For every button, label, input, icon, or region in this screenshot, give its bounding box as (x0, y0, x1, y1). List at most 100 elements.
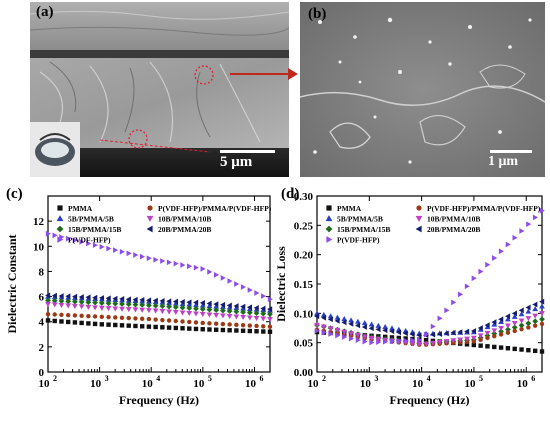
data-point (240, 323, 246, 328)
data-point (518, 318, 525, 324)
legend-marker (416, 205, 422, 211)
data-point (58, 293, 64, 299)
data-point (139, 316, 145, 321)
data-point (498, 316, 504, 323)
data-point (172, 304, 179, 311)
data-point (153, 324, 158, 330)
y-tick-label: 12 (33, 216, 45, 228)
data-point (525, 316, 532, 322)
data-point (86, 321, 91, 326)
legend-marker (57, 236, 64, 243)
data-point (539, 298, 545, 305)
data-point (505, 330, 511, 335)
data-point (464, 339, 470, 345)
data-point (369, 339, 375, 346)
data-point (92, 305, 98, 311)
data-point (132, 296, 138, 303)
data-point (65, 312, 71, 318)
data-point (511, 321, 518, 327)
data-point (361, 320, 368, 326)
y-tick-label: 4 (39, 317, 45, 329)
data-point (396, 338, 402, 344)
x-tick-exponent: 2 (53, 374, 57, 383)
data-point (213, 272, 220, 278)
data-point (240, 314, 246, 321)
data-point (59, 312, 64, 318)
data-point (240, 303, 246, 310)
data-point (484, 322, 490, 328)
data-point (92, 242, 98, 249)
data-point (314, 328, 320, 334)
data-point (410, 337, 416, 344)
legend-marker (325, 225, 333, 233)
data-point (403, 336, 408, 341)
data-point (498, 318, 504, 325)
data-point (226, 308, 233, 315)
data-point (146, 324, 152, 329)
data-point (153, 317, 158, 322)
data-point (314, 313, 320, 320)
data-point (51, 297, 58, 304)
data-point (430, 323, 436, 330)
data-point (450, 329, 456, 336)
panel-b-label: (b) (308, 6, 327, 22)
data-point (166, 259, 172, 266)
data-point (152, 297, 158, 304)
data-point (78, 294, 84, 300)
data-point (193, 311, 199, 317)
data-point (132, 301, 139, 308)
data-point (159, 309, 166, 315)
data-point (409, 331, 415, 338)
data-point (166, 325, 172, 330)
data-point (173, 318, 179, 324)
data-point (119, 248, 125, 255)
y-axis-label: Dielectric Constant (5, 235, 19, 334)
data-point (105, 295, 111, 302)
data-point (72, 313, 78, 318)
data-point (491, 328, 498, 334)
data-point (227, 328, 232, 333)
legend-marker (57, 205, 63, 211)
data-point (220, 327, 226, 333)
data-point (261, 293, 267, 299)
data-point (233, 303, 239, 309)
chart-panel-c: (c) 0 2 4 6 8 10 12 10 2 10 3 10 4 10 5 10 6 Frequency (Hz… (0, 180, 285, 417)
data-point (362, 338, 368, 345)
plot-frame (47, 195, 271, 373)
data-point (389, 328, 395, 335)
sem-image-b (300, 2, 545, 177)
data-point (146, 316, 152, 322)
data-point (327, 326, 334, 332)
x-axis-label: Frequency (Hz) (389, 393, 469, 407)
data-point (226, 313, 233, 320)
panel-label: (d) (281, 186, 299, 202)
data-point (152, 302, 159, 309)
data-point (92, 314, 98, 319)
data-point (267, 296, 273, 302)
data-point (139, 324, 145, 329)
data-point (334, 327, 341, 333)
data-point (166, 309, 172, 315)
data-point (342, 334, 348, 340)
data-point (45, 230, 51, 237)
data-point (233, 314, 240, 320)
data-point (179, 310, 186, 316)
data-point (444, 307, 450, 314)
data-point (512, 234, 518, 241)
legend-label: P(VDF-HFP)/PMMA/P(VDF-HFP) (427, 204, 541, 213)
data-point (146, 308, 152, 314)
panel-a-scale-label: 5 μm (220, 154, 253, 170)
data-point (119, 306, 125, 312)
data-point (532, 348, 538, 354)
data-point (51, 292, 57, 299)
data-point (166, 303, 172, 310)
data-point (492, 255, 498, 261)
data-point (220, 301, 226, 308)
data-point (430, 331, 436, 338)
data-point (132, 307, 139, 313)
y-tick-label: 8 (39, 266, 45, 278)
data-point (227, 322, 232, 327)
data-point (457, 329, 463, 336)
data-point (478, 343, 483, 348)
